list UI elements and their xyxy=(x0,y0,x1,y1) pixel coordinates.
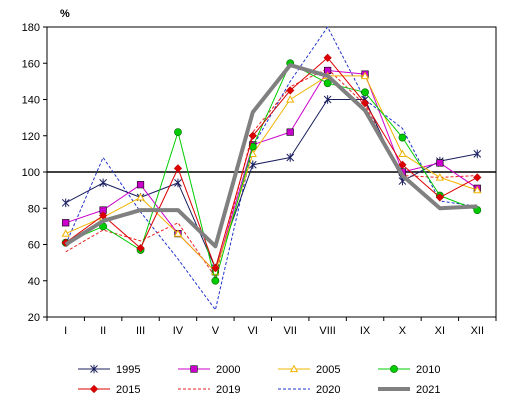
data-point-2015 xyxy=(473,173,482,182)
x-tick-label: V xyxy=(212,325,220,337)
series-2010 xyxy=(61,59,482,285)
y-tick-label: 80 xyxy=(28,203,40,215)
legend-item-2021: 2021 xyxy=(378,384,440,396)
legend-label: 2019 xyxy=(216,384,240,396)
y-tick-label: 160 xyxy=(22,58,40,70)
data-point-2015 xyxy=(323,53,332,62)
data-point-2015 xyxy=(435,193,445,202)
series-line-2010 xyxy=(65,62,478,282)
legend-item-2000: 2000 xyxy=(178,364,240,376)
legend-label: 2015 xyxy=(116,384,140,396)
data-point-1995 xyxy=(99,178,107,188)
series-line-2015 xyxy=(65,57,478,269)
data-point-2005 xyxy=(286,95,295,103)
data-point-1995 xyxy=(323,95,332,104)
data-point-2010 xyxy=(211,276,220,285)
data-point-2005 xyxy=(173,229,183,237)
series-line-2019 xyxy=(65,68,478,278)
data-point-2000 xyxy=(286,128,294,136)
data-point-2010 xyxy=(361,88,369,97)
x-tick-label: III xyxy=(136,325,145,337)
x-tick-label: VIII xyxy=(319,325,336,337)
data-point-1995 xyxy=(286,153,295,162)
data-point-1995 xyxy=(61,198,70,208)
data-point-2015 xyxy=(360,98,370,108)
legend-swatch-marker xyxy=(190,365,198,373)
legend-item-2010: 2010 xyxy=(378,364,440,376)
legend-label: 1995 xyxy=(116,364,140,376)
series-2019 xyxy=(65,68,478,278)
x-tick-label: X xyxy=(399,325,407,337)
series-1995 xyxy=(61,95,482,273)
y-tick-label: 180 xyxy=(22,22,40,34)
data-point-2000 xyxy=(436,159,444,167)
legend-label: 2000 xyxy=(216,364,240,376)
y-tick-label: 60 xyxy=(28,240,40,252)
legend-item-2020: 2020 xyxy=(278,384,340,396)
data-point-2015 xyxy=(398,160,407,169)
y-tick-label: 120 xyxy=(22,131,40,143)
data-point-2015 xyxy=(136,243,145,253)
y-tick-label: 40 xyxy=(28,276,40,288)
legend-label: 2010 xyxy=(416,364,440,376)
legend-swatch-marker xyxy=(289,364,299,373)
data-point-2005 xyxy=(435,173,445,181)
data-point-2005 xyxy=(398,149,407,158)
data-point-2005 xyxy=(473,185,482,194)
y-axis-unit-label: % xyxy=(60,8,70,20)
x-tick-label: VI xyxy=(248,325,258,337)
series-layer xyxy=(61,26,482,311)
data-point-2000 xyxy=(62,219,70,227)
data-point-2005 xyxy=(360,71,370,80)
data-point-2010 xyxy=(398,133,407,142)
x-tick-label: IX xyxy=(360,325,371,337)
x-tick-label: IV xyxy=(173,325,184,337)
data-point-1995 xyxy=(473,149,482,159)
legend-swatch-marker xyxy=(390,365,398,373)
data-point-2015 xyxy=(286,86,295,95)
legend-item-1995: 1995 xyxy=(78,364,140,376)
x-tick-label: I xyxy=(64,325,67,337)
x-tick-label: XII xyxy=(471,325,484,337)
series-line-2020 xyxy=(65,26,478,311)
legend-item-2015: 2015 xyxy=(78,384,140,396)
x-tick-label: II xyxy=(100,325,106,337)
legend: 1995 2000 2005 2010 2015 2019 2020 2021 xyxy=(78,364,440,396)
series-2005 xyxy=(61,71,482,275)
y-tick-label: 20 xyxy=(28,312,40,324)
data-point-2015 xyxy=(173,164,183,173)
series-2020 xyxy=(65,26,478,311)
series-2015 xyxy=(61,53,482,273)
y-tick-label: 100 xyxy=(22,167,40,179)
data-point-2010 xyxy=(323,79,332,88)
y-axis: 20 40 60 80 100 120 140 160 180 xyxy=(22,22,47,324)
legend-item-2005: 2005 xyxy=(278,364,340,376)
legend-swatch-marker xyxy=(89,384,99,394)
x-tick-label: VII xyxy=(283,325,296,337)
series-line-2021 xyxy=(64,63,478,249)
x-axis: I II III IV V VI VII VIII IX X XI XII xyxy=(46,317,497,337)
series-line-1995 xyxy=(65,99,478,269)
series-2000 xyxy=(62,66,481,276)
data-point-2015 xyxy=(248,131,257,140)
legend-label: 2021 xyxy=(416,384,440,396)
legend-label: 2020 xyxy=(316,384,340,396)
data-point-2000 xyxy=(136,181,145,189)
legend-swatch-marker xyxy=(90,364,98,374)
legend-item-2019: 2019 xyxy=(178,384,240,396)
data-point-2010 xyxy=(248,142,257,151)
data-point-2005 xyxy=(61,229,70,237)
x-tick-label: XI xyxy=(435,325,445,337)
data-point-2010 xyxy=(174,128,182,137)
series-2021 xyxy=(64,63,478,249)
data-point-1995 xyxy=(174,178,182,188)
legend-label: 2005 xyxy=(316,364,340,376)
data-point-2005 xyxy=(136,193,145,201)
data-point-2015 xyxy=(211,263,220,273)
series-line-2005 xyxy=(65,75,478,273)
y-tick-label: 140 xyxy=(22,95,40,107)
